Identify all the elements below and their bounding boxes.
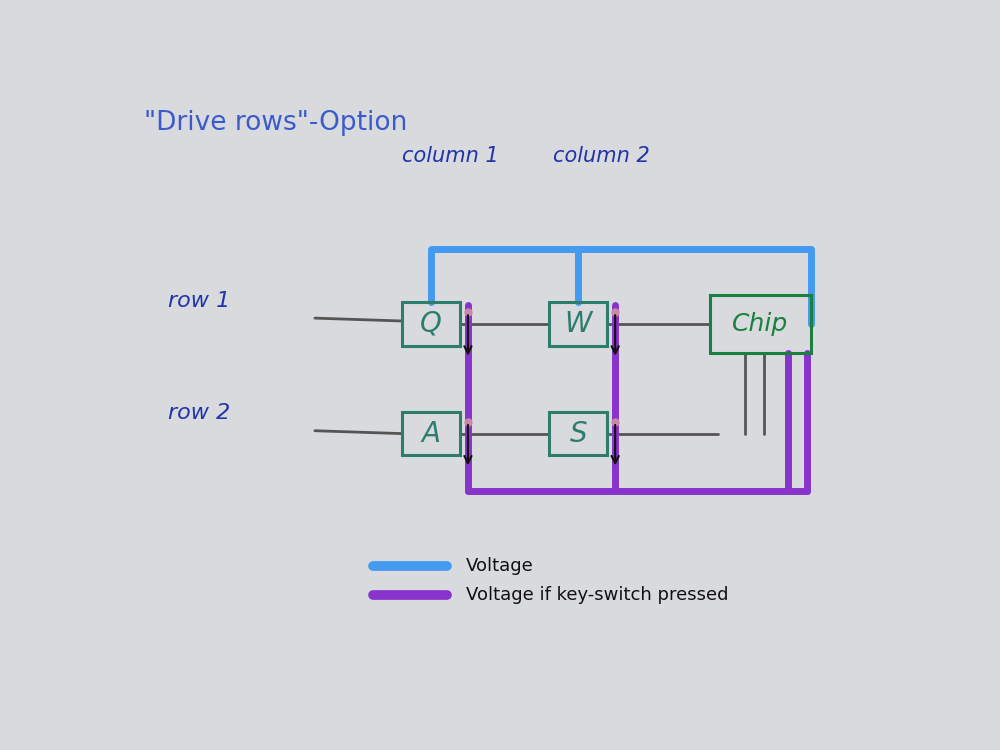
Bar [402,412,460,455]
Text: Voltage: Voltage [466,557,534,575]
Bar [402,302,460,346]
Text: "Drive rows"-Option: "Drive rows"-Option [144,110,408,136]
Bar [710,295,811,352]
Text: A: A [422,419,441,448]
Text: S: S [570,419,587,448]
Text: column 1: column 1 [402,146,499,166]
Bar [549,302,607,346]
Text: row 1: row 1 [168,290,230,310]
Text: Voltage if key-switch pressed: Voltage if key-switch pressed [466,586,728,604]
Text: W: W [565,310,592,338]
Text: Chip: Chip [732,312,789,336]
Text: column 2: column 2 [553,146,650,166]
Text: Q: Q [420,310,442,338]
Text: row 2: row 2 [168,404,230,423]
Bar [549,412,607,455]
